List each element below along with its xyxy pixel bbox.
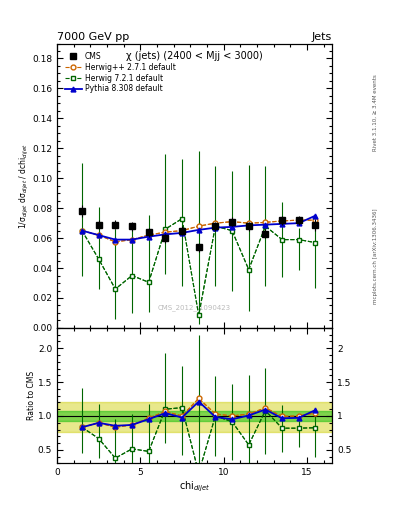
Y-axis label: 1/σ$_{dijet}$ dσ$_{dijet}$ / dchi$_{dijet}$: 1/σ$_{dijet}$ dσ$_{dijet}$ / dchi$_{dije… [18,143,31,229]
X-axis label: chi$_{dijet}$: chi$_{dijet}$ [179,480,210,495]
Text: χ (jets) (2400 < Mjj < 3000): χ (jets) (2400 < Mjj < 3000) [126,51,263,60]
Text: mcplots.cern.ch [arXiv:1306.3436]: mcplots.cern.ch [arXiv:1306.3436] [373,208,378,304]
Text: 7000 GeV pp: 7000 GeV pp [57,32,129,42]
Text: CMS_2012_I1090423: CMS_2012_I1090423 [158,304,231,311]
Text: Rivet 3.1.10, ≥ 3.4M events: Rivet 3.1.10, ≥ 3.4M events [373,74,378,151]
Legend: CMS, Herwig++ 2.7.1 default, Herwig 7.2.1 default, Pythia 8.308 default: CMS, Herwig++ 2.7.1 default, Herwig 7.2.… [64,50,177,95]
Text: Jets: Jets [312,32,332,42]
Y-axis label: Ratio to CMS: Ratio to CMS [28,371,37,420]
